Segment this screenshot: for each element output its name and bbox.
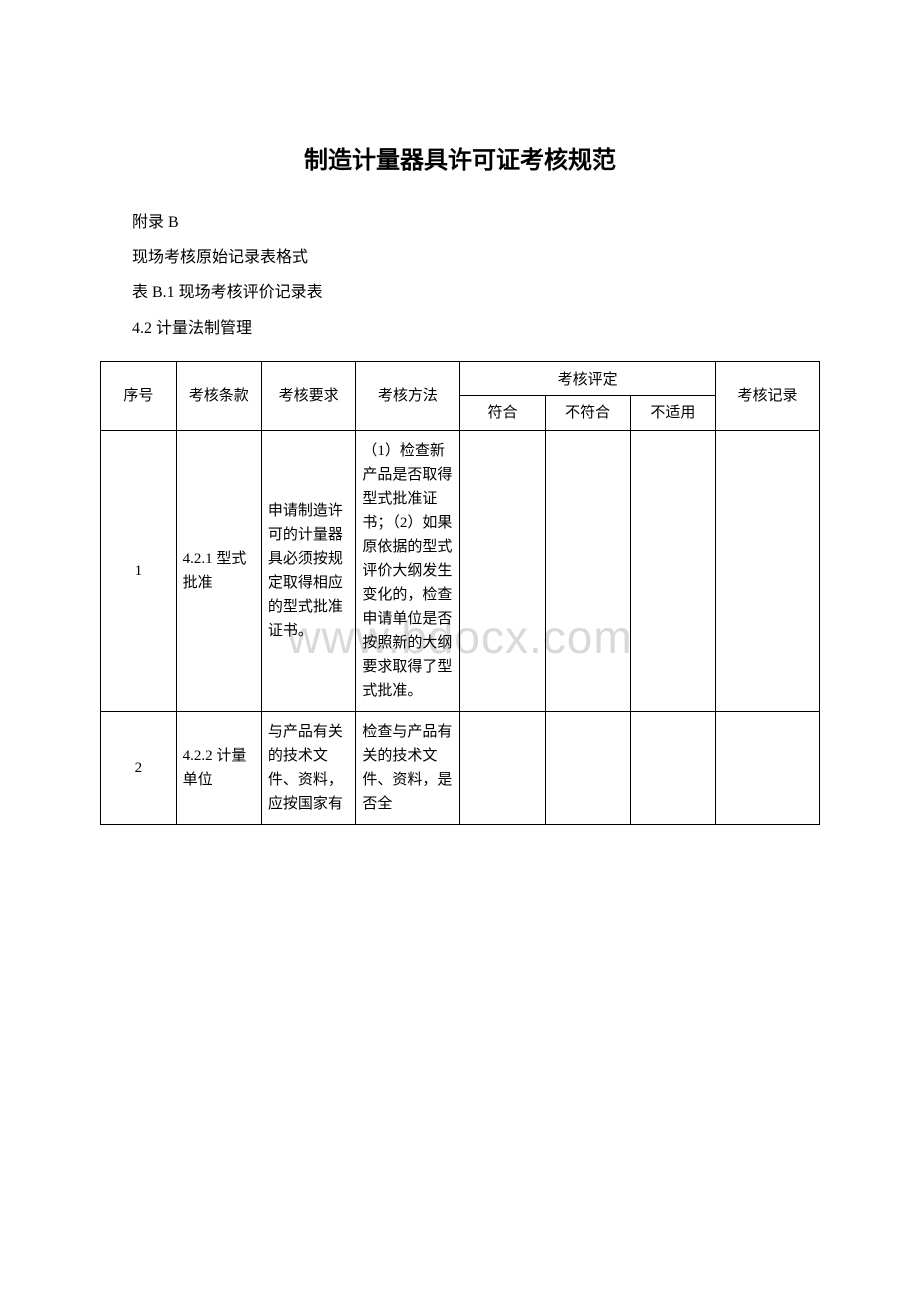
cell-record <box>715 431 819 712</box>
cell-eval-conform <box>460 431 545 712</box>
evaluation-table: 序号 考核条款 考核要求 考核方法 考核评定 考核记录 符合 不符合 不适用 1… <box>100 361 820 826</box>
cell-eval-conform <box>460 712 545 825</box>
header-eval-conform: 符合 <box>460 395 545 431</box>
cell-eval-na <box>630 431 715 712</box>
header-eval-nonconform: 不符合 <box>545 395 630 431</box>
header-record: 考核记录 <box>715 361 819 431</box>
cell-eval-nonconform <box>545 431 630 712</box>
preamble-line-4: 4.2 计量法制管理 <box>100 311 820 346</box>
cell-requirement: 与产品有关的技术文件、资料，应按国家有 <box>261 712 356 825</box>
preamble-line-3: 表 B.1 现场考核评价记录表 <box>100 275 820 310</box>
preamble-line-2: 现场考核原始记录表格式 <box>100 240 820 275</box>
header-clause: 考核条款 <box>176 361 261 431</box>
cell-method: 检查与产品有关的技术文件、资料，是否全 <box>356 712 460 825</box>
cell-clause: 4.2.1 型式批准 <box>176 431 261 712</box>
page-content: 制造计量器具许可证考核规范 附录 B 现场考核原始记录表格式 表 B.1 现场考… <box>100 140 820 825</box>
cell-clause: 4.2.2 计量单位 <box>176 712 261 825</box>
cell-seq: 1 <box>101 431 177 712</box>
table-row: 1 4.2.1 型式批准 申请制造许可的计量器具必须按规定取得相应的型式批准证书… <box>101 431 820 712</box>
header-seq: 序号 <box>101 361 177 431</box>
table-header-row-1: 序号 考核条款 考核要求 考核方法 考核评定 考核记录 <box>101 361 820 395</box>
header-eval-na: 不适用 <box>630 395 715 431</box>
header-requirement: 考核要求 <box>261 361 356 431</box>
cell-requirement: 申请制造许可的计量器具必须按规定取得相应的型式批准证书。 <box>261 431 356 712</box>
cell-seq: 2 <box>101 712 177 825</box>
table-row: 2 4.2.2 计量单位 与产品有关的技术文件、资料，应按国家有 检查与产品有关… <box>101 712 820 825</box>
header-eval-group: 考核评定 <box>460 361 715 395</box>
page-title: 制造计量器具许可证考核规范 <box>100 140 820 175</box>
cell-method: （1）检查新产品是否取得型式批准证书；（2）如果原依据的型式评价大纲发生变化的，… <box>356 431 460 712</box>
table-body: 1 4.2.1 型式批准 申请制造许可的计量器具必须按规定取得相应的型式批准证书… <box>101 431 820 825</box>
cell-eval-na <box>630 712 715 825</box>
cell-record <box>715 712 819 825</box>
header-method: 考核方法 <box>356 361 460 431</box>
preamble-block: 附录 B 现场考核原始记录表格式 表 B.1 现场考核评价记录表 4.2 计量法… <box>100 205 820 346</box>
preamble-line-1: 附录 B <box>100 205 820 240</box>
table-header: 序号 考核条款 考核要求 考核方法 考核评定 考核记录 符合 不符合 不适用 <box>101 361 820 431</box>
cell-eval-nonconform <box>545 712 630 825</box>
